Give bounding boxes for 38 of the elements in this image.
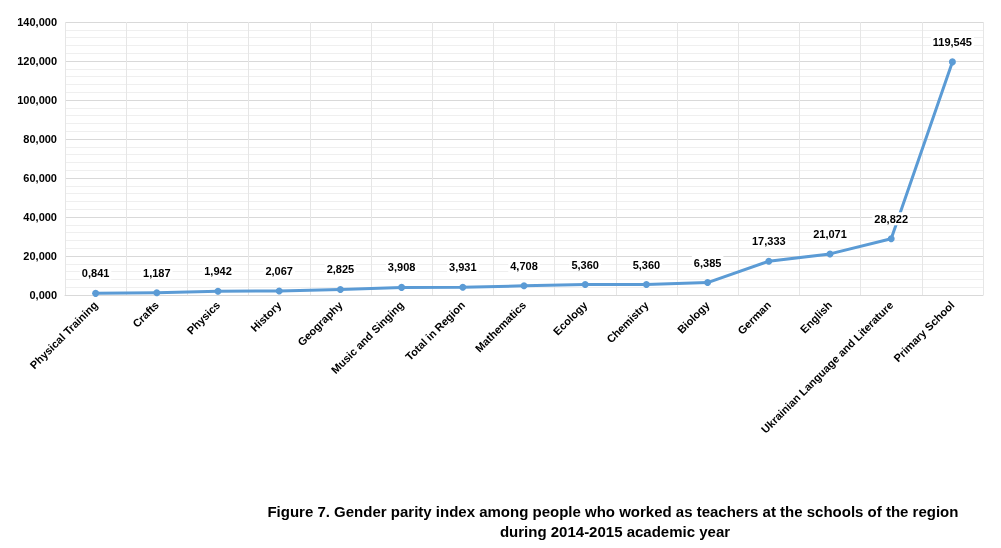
point xyxy=(765,257,773,265)
data-label: 2,825 xyxy=(326,263,355,276)
point xyxy=(948,58,956,66)
y-tick-label: 60,000 xyxy=(23,172,57,184)
data-label: 17,333 xyxy=(751,235,786,248)
y-tick-label: 40,000 xyxy=(23,211,57,223)
data-label: 3,931 xyxy=(449,261,477,274)
point xyxy=(214,287,222,295)
point xyxy=(275,287,283,295)
point xyxy=(520,282,528,290)
y-tick-label: 140,000 xyxy=(17,16,57,28)
point xyxy=(459,283,467,291)
data-label: 2,067 xyxy=(265,264,293,277)
data-label: 5,360 xyxy=(571,258,599,271)
point xyxy=(92,289,100,297)
point xyxy=(336,285,344,293)
data-label: 4,708 xyxy=(510,259,538,272)
y-tick-label: 0,000 xyxy=(29,289,57,301)
y-tick-label: 20,000 xyxy=(23,250,57,262)
data-label: 1,187 xyxy=(143,266,171,279)
point xyxy=(581,281,589,289)
point xyxy=(153,289,161,297)
point xyxy=(642,281,650,289)
point xyxy=(398,283,406,291)
data-label: 5,360 xyxy=(632,258,661,271)
text: Figure 7. Gender parity index among people who worked as teachers at the schools of the region during 2014-2015 academic year xyxy=(267,502,963,540)
y-tick-label: 100,000 xyxy=(17,94,57,106)
y-tick-label: 80,000 xyxy=(23,133,57,145)
data-label: 28,822 xyxy=(874,212,909,225)
point xyxy=(887,235,895,243)
point xyxy=(704,279,712,287)
data-label: 21,071 xyxy=(813,227,847,240)
y-tick-label: 120,000 xyxy=(17,55,57,67)
data-label: 3,908 xyxy=(387,261,416,274)
data-label: 119,545 xyxy=(932,35,972,48)
data-label: 6,385 xyxy=(693,256,722,269)
data-label: 1,942 xyxy=(204,265,232,278)
data-label: 0,841 xyxy=(81,267,110,280)
